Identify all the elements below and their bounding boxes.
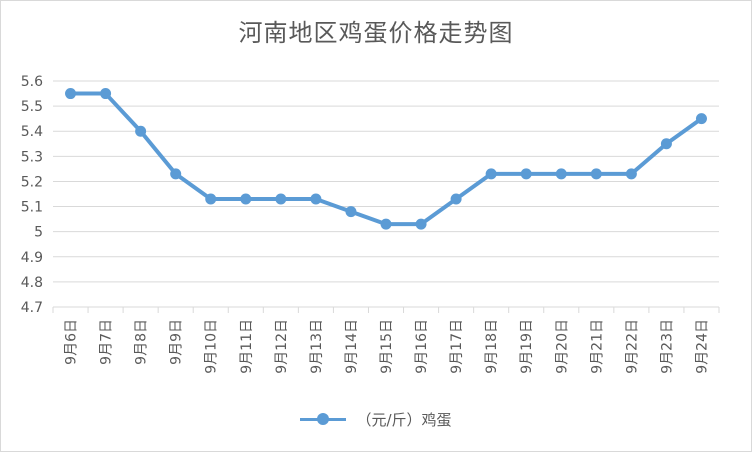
x-tick-label: 9月14日 (344, 319, 360, 374)
data-point (590, 168, 602, 180)
x-tick-label: 9月6日 (64, 319, 80, 365)
data-point (660, 138, 672, 150)
data-point (100, 88, 112, 100)
chart-title: 河南地区鸡蛋价格走势图 (238, 19, 514, 47)
x-tick-label: 9月21日 (589, 319, 605, 374)
x-tick-label: 9月15日 (379, 319, 395, 374)
data-point (205, 193, 217, 205)
y-tick-label: 4.8 (21, 275, 43, 291)
x-tick-label: 9月8日 (134, 319, 150, 365)
y-tick-label: 5.5 (21, 99, 43, 115)
x-tick-label: 9月11日 (239, 319, 255, 374)
data-point (170, 168, 182, 180)
series-line (68, 91, 704, 227)
y-tick-label: 4.7 (21, 300, 43, 316)
legend-label: （元/斤）鸡蛋 (356, 410, 452, 429)
data-point (555, 168, 567, 180)
legend: （元/斤）鸡蛋 (1, 407, 751, 431)
x-tick-label: 9月20日 (554, 319, 570, 374)
y-tick-label: 5.6 (21, 74, 43, 90)
data-point (135, 125, 147, 137)
x-tick-label: 9月23日 (659, 319, 675, 374)
data-point (240, 193, 252, 205)
y-tick-label: 5 (34, 225, 43, 241)
data-point (415, 218, 427, 230)
x-tick-label: 9月17日 (449, 319, 465, 374)
x-tick-label: 9月10日 (204, 319, 220, 374)
x-tick-label: 9月9日 (169, 319, 185, 365)
x-tick-label: 9月13日 (309, 319, 325, 374)
data-point (345, 206, 357, 218)
x-tick-label: 9月18日 (484, 319, 500, 374)
y-tick-label: 4.9 (21, 250, 43, 266)
x-tick-label: 9月24日 (694, 319, 710, 374)
line-chart: 5.6 5.5 5.4 5.3 5.2 5.1 5 4.9 4.8 4.7 9月6日 9月7日 9月8… (21, 74, 720, 374)
data-point (450, 193, 462, 205)
data-point (520, 168, 532, 180)
x-tick-label: 9月22日 (624, 319, 640, 374)
data-point (310, 193, 322, 205)
x-tick-label: 9月16日 (414, 319, 430, 374)
data-point (625, 168, 637, 180)
y-tick-label: 5.1 (21, 200, 43, 216)
x-tick-label: 9月7日 (99, 319, 115, 365)
data-point (65, 88, 77, 100)
y-tick-label: 5.2 (21, 174, 43, 190)
data-point (695, 113, 707, 125)
data-point (380, 218, 392, 230)
data-point (485, 168, 497, 180)
legend-swatch (300, 412, 347, 426)
x-tick-label: 9月19日 (519, 319, 535, 374)
y-tick-label: 5.4 (21, 124, 43, 140)
y-tick-label: 5.3 (21, 149, 43, 165)
data-point (275, 193, 287, 205)
x-tick-label: 9月12日 (274, 319, 290, 374)
